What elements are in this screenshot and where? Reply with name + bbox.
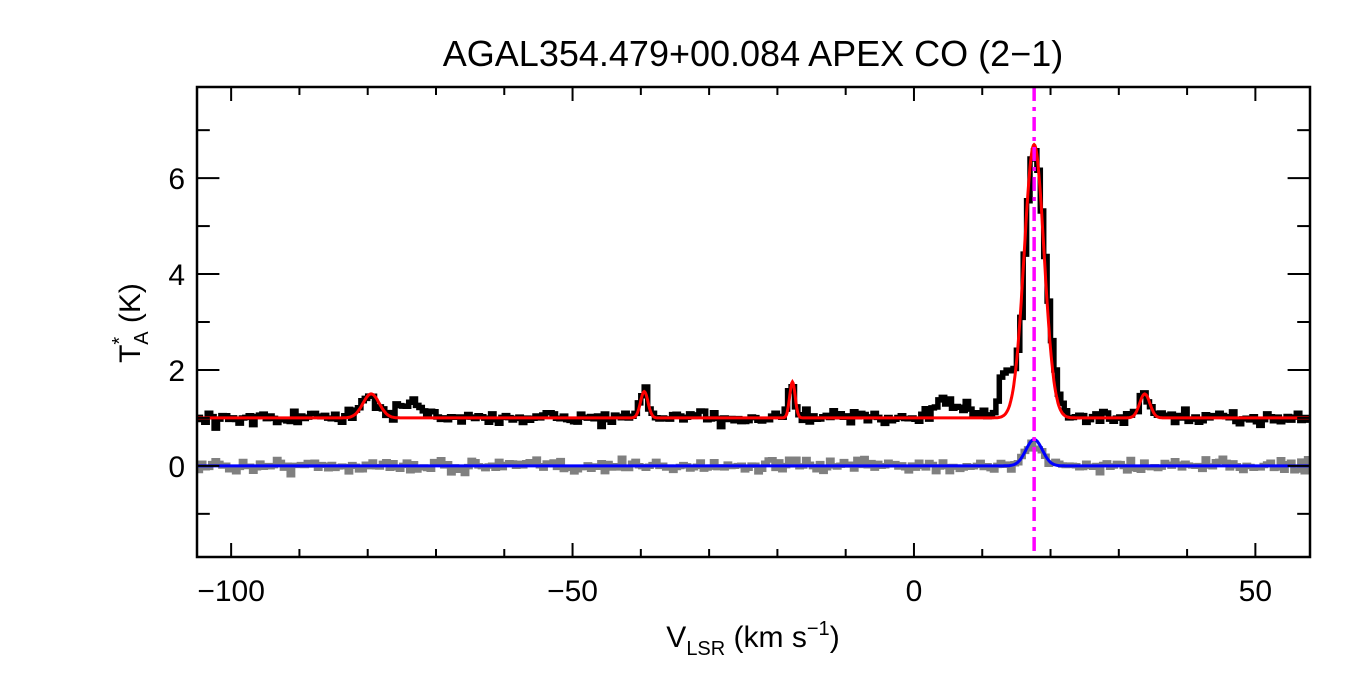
x-axis-label-main: V [666,621,686,654]
y-tick-label: 6 [168,163,185,196]
x-tick-label: 0 [906,575,923,608]
x-axis-label: VLSR (km s−1) [666,618,839,660]
series-0-histogram [197,148,1310,431]
series-layer [197,142,1310,478]
y-tick-label: 4 [168,259,185,292]
x-axis-label-unit: (km s [725,621,807,654]
axis-tick-labels: −100 −50 0 50 0 2 4 6 [168,163,1272,608]
chart-title: AGAL354.479+00.084 APEX CO (2−1) [443,33,1063,74]
x-tick-label: −100 [197,575,265,608]
y-axis-label-main: T [114,345,147,363]
series-2-histogram [197,439,1310,478]
x-axis-label-close: ) [830,621,840,654]
plot-frame [195,85,1312,559]
axis-ticks [197,87,1310,557]
plot-area: −100 −50 0 50 0 2 4 6 [168,85,1312,608]
y-tick-label: 2 [168,355,185,388]
series-3-fit [197,437,1310,468]
y-axis-label-unit: (K) [114,283,147,331]
y-axis-label-sup: * [109,337,131,345]
x-tick-label: 50 [1239,575,1272,608]
x-tick-label: −50 [547,575,598,608]
y-axis-label: T*A (K) [109,283,153,363]
x-axis-label-sup: −1 [807,618,830,640]
y-axis-label-sub: A [131,331,153,345]
x-axis-label-sub: LSR [686,638,725,660]
y-tick-label: 0 [168,451,185,484]
series-1-fit [197,142,1310,420]
